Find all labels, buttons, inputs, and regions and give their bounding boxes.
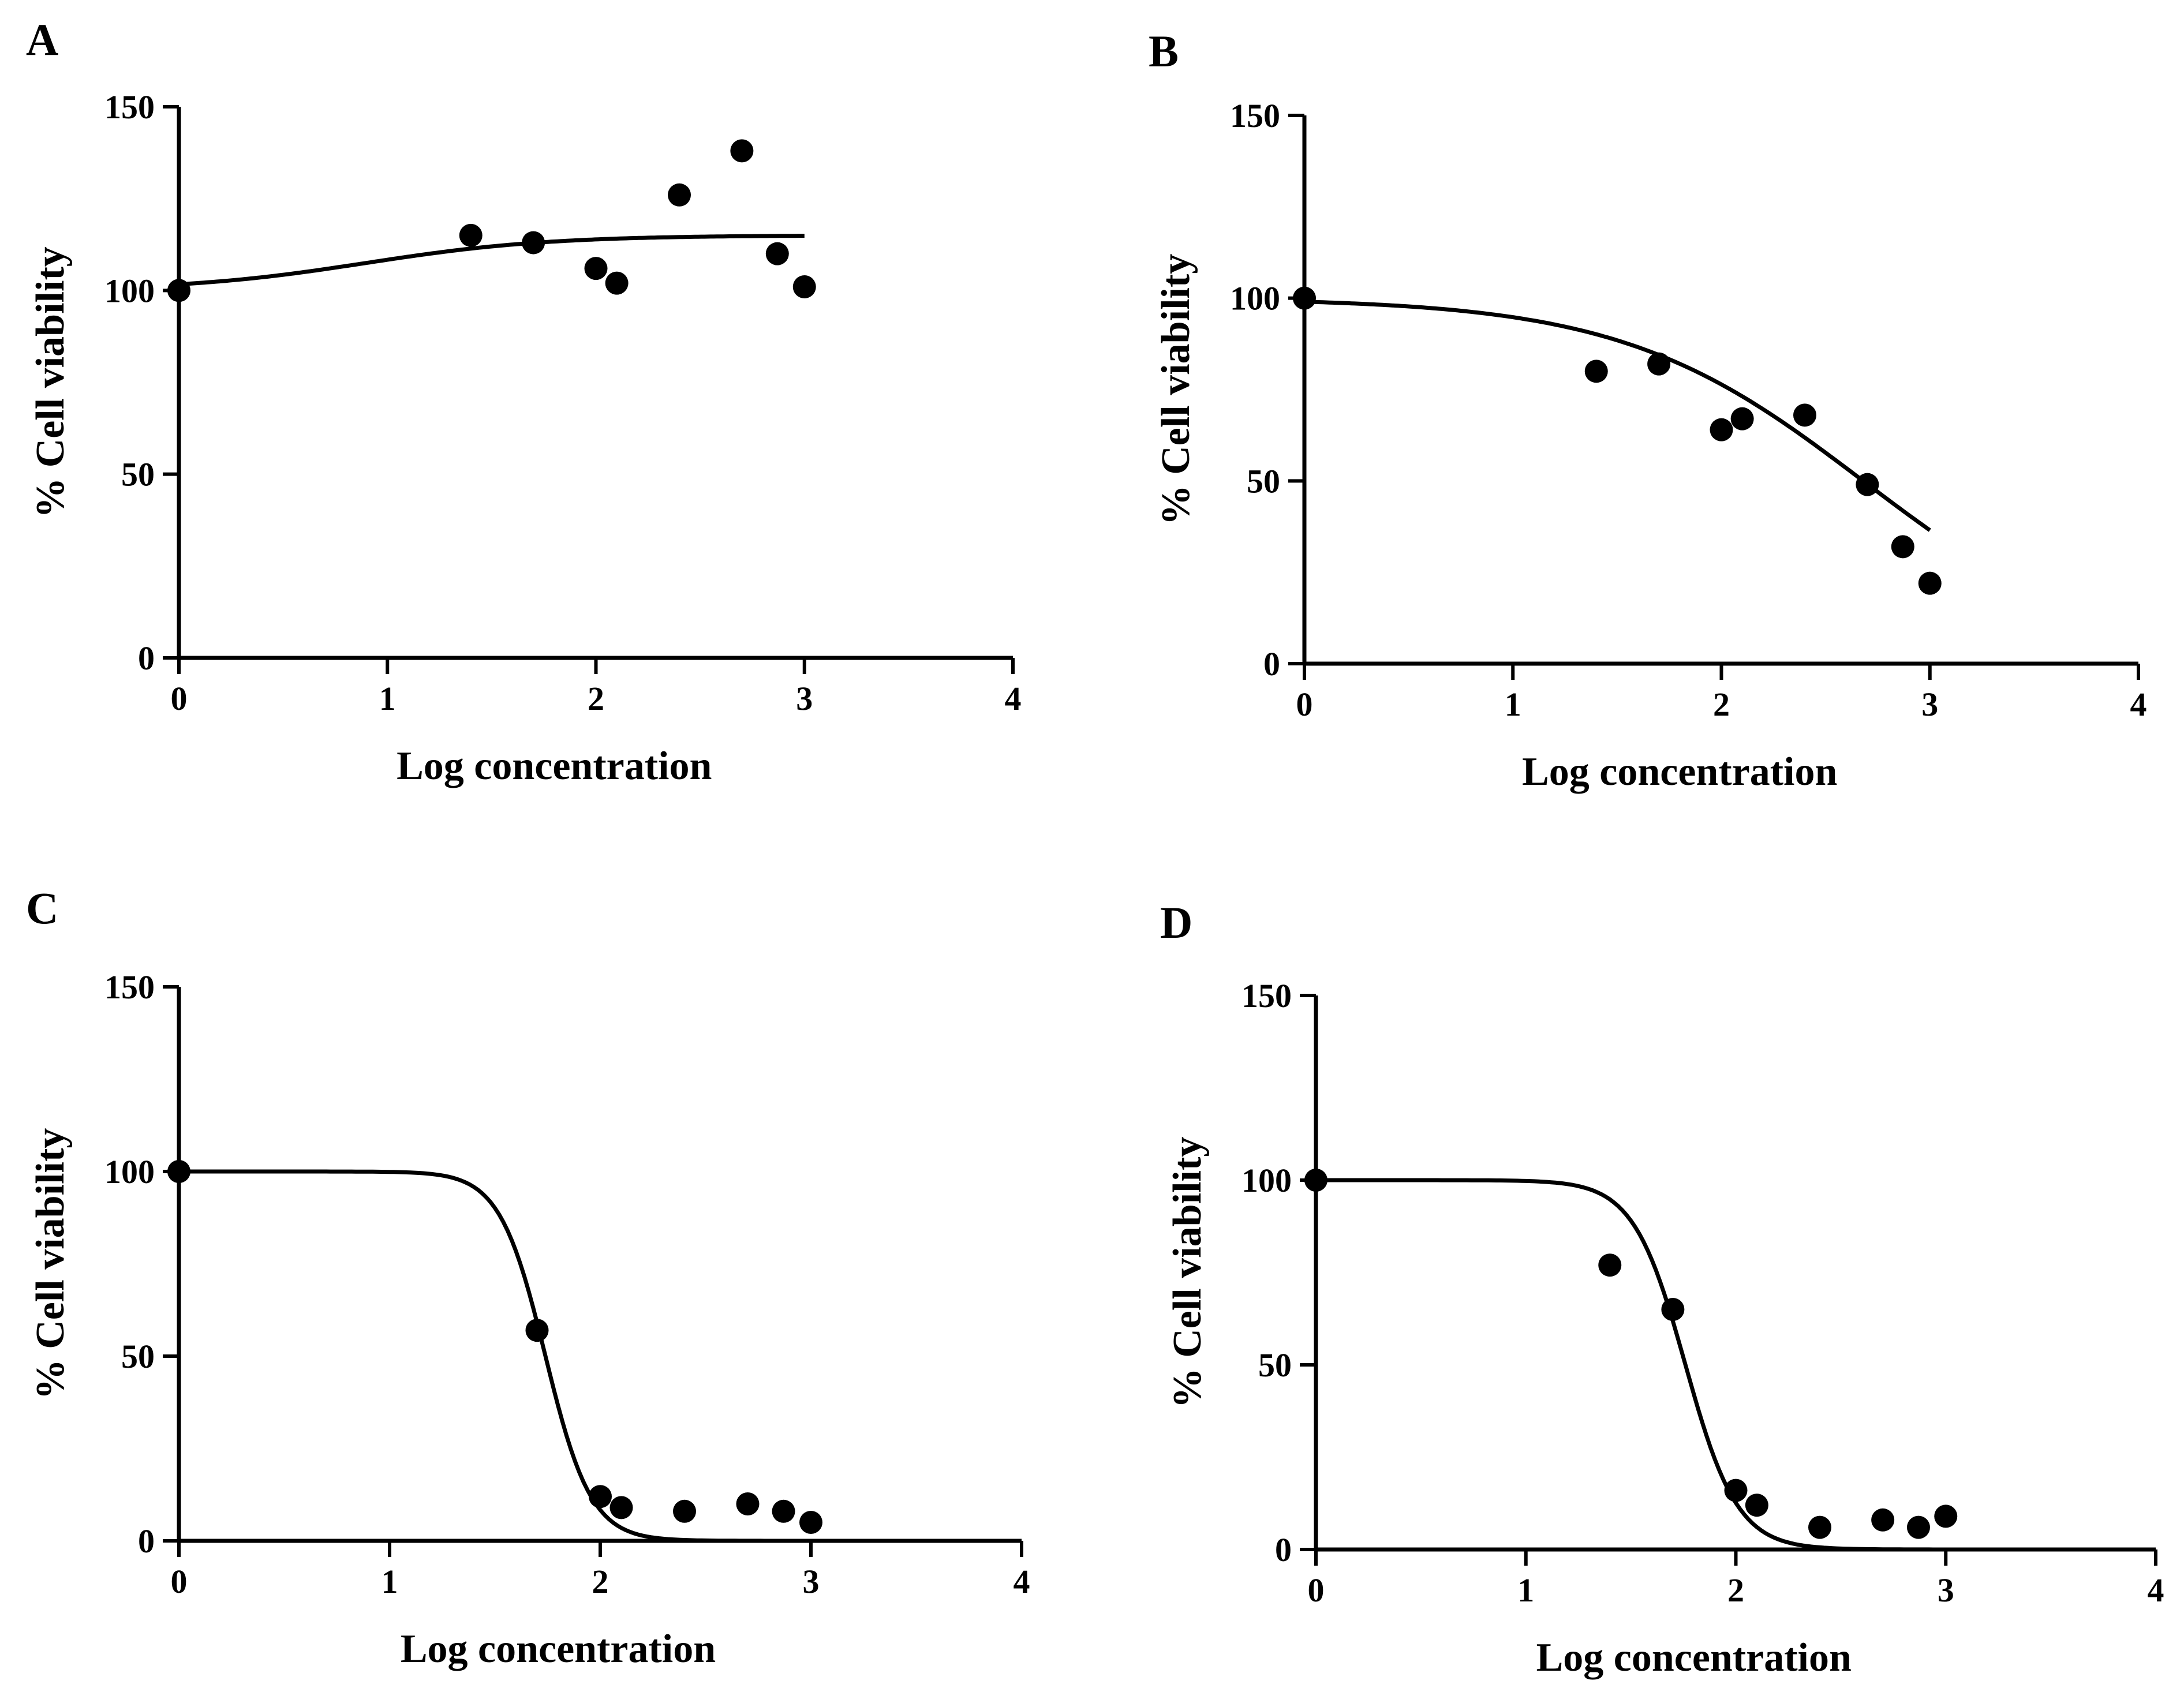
x-tick-label: 3 — [1921, 686, 1938, 723]
data-point — [605, 271, 629, 295]
data-point — [1710, 418, 1733, 441]
data-point — [1647, 352, 1671, 376]
data-point — [792, 275, 816, 298]
x-tick-label: 2 — [588, 680, 604, 717]
panel-label-a: A — [26, 14, 58, 65]
data-point — [1793, 403, 1816, 427]
data-point — [1598, 1253, 1622, 1277]
x-tick-label: 3 — [803, 1563, 820, 1600]
fit-curve — [178, 234, 805, 287]
x-tick-label: 2 — [1727, 1571, 1744, 1609]
y-tick-label: 100 — [1230, 280, 1280, 317]
y-tick-label: 150 — [104, 968, 155, 1006]
fit-curve — [1304, 300, 1931, 532]
x-tick-label: 4 — [2148, 1571, 2164, 1609]
data-point — [1304, 1169, 1327, 1192]
panel-label-b: B — [1149, 26, 1179, 76]
data-point — [459, 223, 483, 247]
y-tick-label: 150 — [1230, 97, 1280, 134]
x-tick-label: 4 — [1005, 680, 1022, 717]
fit-curve — [179, 1169, 1022, 1543]
panel-label-d: D — [1160, 897, 1192, 948]
y-axis-title: % Cell viability — [1154, 254, 1198, 526]
y-tick-label: 50 — [121, 1338, 155, 1375]
x-tick-label: 2 — [592, 1563, 609, 1600]
data-point — [525, 1319, 549, 1342]
data-point — [1293, 286, 1316, 310]
panel-label-c: C — [26, 883, 58, 933]
x-tick-label: 0 — [1296, 686, 1313, 723]
y-tick-label: 50 — [1258, 1346, 1292, 1384]
y-tick-label: 50 — [121, 456, 155, 493]
chart-panel-d: D 0 1 2 3 4 0 50 100 150 Log concentration % Cell v… — [1131, 866, 2170, 1688]
y-tick-label: 100 — [104, 1153, 155, 1191]
x-tick-label: 0 — [171, 1563, 188, 1600]
y-tick-label: 0 — [1275, 1531, 1292, 1569]
fit-curve — [1316, 1178, 2156, 1552]
y-tick-label: 150 — [1241, 977, 1292, 1015]
y-tick-label: 0 — [1263, 645, 1280, 683]
data-point — [1906, 1515, 1930, 1539]
data-point — [1934, 1504, 1958, 1528]
data-point — [736, 1492, 760, 1515]
y-tick-label: 0 — [138, 639, 155, 677]
x-axis-title: Log concentration — [397, 744, 712, 788]
data-point — [799, 1511, 822, 1534]
data-point — [1871, 1508, 1895, 1532]
data-point — [1724, 1479, 1748, 1502]
data-point — [589, 1485, 612, 1509]
y-axis-title: % Cell viability — [1165, 1137, 1210, 1409]
y-tick-label: 50 — [1247, 462, 1280, 500]
data-point — [772, 1499, 795, 1523]
data-point — [1730, 407, 1754, 431]
data-point — [1918, 571, 1942, 595]
x-tick-label: 3 — [796, 680, 813, 717]
data-point — [1661, 1298, 1685, 1321]
chart-b-svg: B 0 1 2 3 4 0 50 100 150 Log concentration % Cell v… — [1149, 26, 2147, 794]
x-tick-label: 1 — [379, 680, 396, 717]
y-axis-title: % Cell viability — [28, 1128, 73, 1400]
y-tick-label: 100 — [1241, 1162, 1292, 1199]
x-tick-label: 1 — [382, 1563, 398, 1600]
data-point — [1745, 1494, 1768, 1517]
data-point — [1891, 535, 1914, 559]
chart-panel-a: A 0 1 2 3 4 0 50 100 150 Log concentration % Cell v… — [0, 0, 1039, 811]
data-point — [609, 1496, 633, 1519]
data-point — [673, 1499, 696, 1523]
x-tick-label: 3 — [1938, 1571, 1954, 1609]
data-point — [167, 1160, 190, 1183]
x-tick-label: 1 — [1517, 1571, 1534, 1609]
chart-panel-b: B 0 1 2 3 4 0 50 100 150 Log concentration % Cell v… — [1114, 0, 2164, 811]
y-tick-label: 150 — [104, 88, 155, 126]
x-tick-label: 2 — [1713, 686, 1730, 723]
data-point — [765, 242, 789, 265]
x-axis-title: Log concentration — [1522, 750, 1837, 794]
data-point — [167, 279, 190, 302]
data-point — [730, 139, 754, 163]
data-point — [1808, 1515, 1831, 1539]
x-tick-label: 0 — [1308, 1571, 1325, 1609]
x-tick-label: 1 — [1505, 686, 1521, 723]
y-axis-title: % Cell viability — [28, 246, 73, 518]
chart-a-svg: A 0 1 2 3 4 0 50 100 150 Log concentration % Cell v… — [26, 14, 1022, 788]
y-tick-label: 0 — [138, 1522, 155, 1560]
x-tick-label: 4 — [1014, 1563, 1030, 1600]
y-tick-label: 100 — [104, 272, 155, 309]
chart-panel-c: C 0 1 2 3 4 0 50 100 150 Log concentration % Cell v… — [0, 866, 1050, 1688]
data-point — [1584, 360, 1608, 383]
data-point — [1856, 473, 1879, 496]
data-point — [668, 183, 691, 207]
x-axis-title: Log concentration — [1536, 1635, 1852, 1680]
x-axis-title: Log concentration — [401, 1627, 716, 1671]
chart-c-svg: C 0 1 2 3 4 0 50 100 150 Log concentration % Cell v… — [26, 883, 1030, 1671]
chart-d-svg: D 0 1 2 3 4 0 50 100 150 Log concentration % Cell v… — [1160, 897, 2164, 1680]
data-point — [584, 257, 608, 280]
x-tick-label: 0 — [171, 680, 188, 717]
data-point — [522, 231, 545, 254]
x-tick-label: 4 — [2130, 686, 2147, 723]
